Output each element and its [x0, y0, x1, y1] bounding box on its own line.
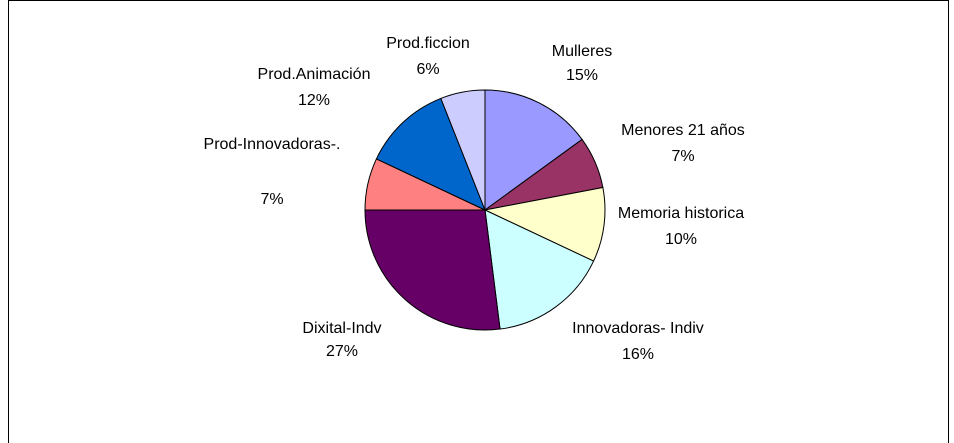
slice-value-label: 10%: [665, 231, 697, 248]
slice-label: Mulleres: [552, 43, 612, 60]
slice-value-label: 15%: [566, 67, 598, 84]
slice-label: Dixital-Indv: [302, 320, 381, 337]
slice-label: Prod.ficcion: [386, 35, 470, 52]
pie-slice: [364, 209, 501, 331]
slice-label: Memoria historica: [618, 205, 744, 222]
slice-value-label: 27%: [326, 343, 358, 360]
slice-value-label: 7%: [260, 191, 283, 208]
slice-label: Prod.Animación: [258, 66, 371, 83]
pie-slice: [440, 89, 486, 211]
pie-slice: [375, 97, 486, 211]
slice-label: Innovadoras- Indiv: [572, 320, 704, 337]
pie-slice: [483, 186, 606, 262]
slice-value-label: 12%: [298, 92, 330, 109]
slice-label: Prod-Innovadoras-.: [204, 136, 341, 153]
slice-label: Menores 21 años: [621, 122, 745, 139]
slice-value-label: 6%: [416, 61, 439, 78]
pie-slice: [484, 209, 595, 330]
slice-value-label: 7%: [671, 148, 694, 165]
pie-slice: [484, 89, 583, 211]
slice-value-label: 16%: [622, 346, 654, 363]
